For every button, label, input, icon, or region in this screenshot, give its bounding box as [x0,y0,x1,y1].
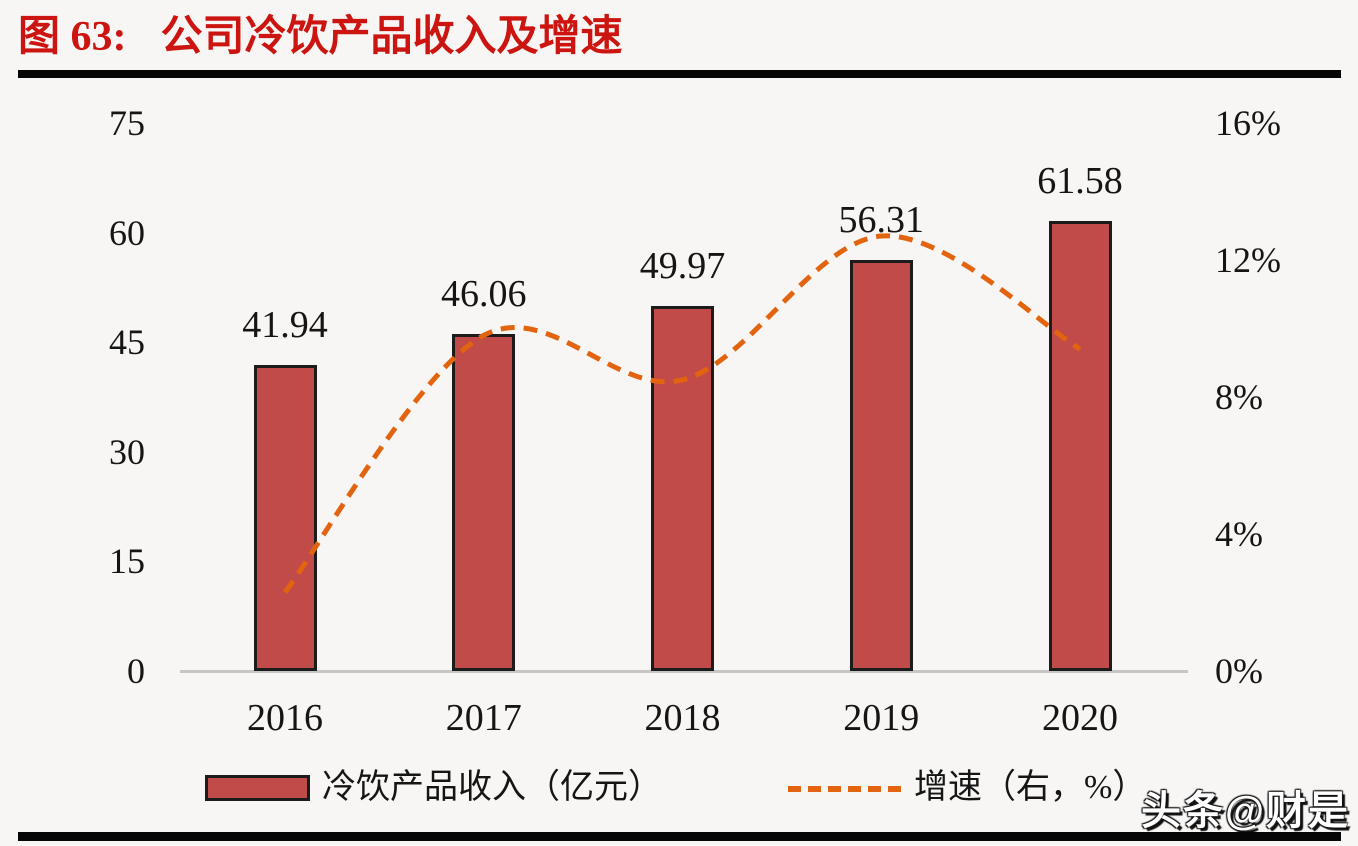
right-axis-tick: 0% [1215,651,1263,691]
x-axis-label-2016: 2016 [247,697,323,739]
x-axis-line [180,670,1188,673]
x-axis-label-2018: 2018 [644,697,721,739]
bar-value-label: 56.31 [838,198,925,241]
watermark: 头条@财是 [1140,789,1350,833]
top-divider [18,70,1341,78]
x-axis-label-2017: 2017 [445,697,522,739]
left-axis-tick: 60 [109,212,145,253]
bottom-divider [18,832,1341,841]
x-axis-label-2019: 2019 [843,697,920,739]
right-axis-tick: 4% [1215,514,1263,554]
bar-value-label: 61.58 [1037,160,1123,203]
right-axis-tick: 8% [1215,377,1263,417]
figure-number: 图 63: [18,14,127,60]
left-axis-tick: 15 [109,541,145,582]
legend-bar-swatch [205,775,310,801]
left-axis-tick: 0 [127,651,145,691]
x-axis-label-2020: 2020 [1042,697,1118,739]
left-axis-tick: 75 [109,103,145,143]
figure-title: 图 63: 公司冷饮产品收入及增速 [18,2,623,63]
left-axis-tick: 30 [109,431,145,472]
figure-title-text: 公司冷饮产品收入及增速 [160,14,623,60]
right-axis-tick: 12% [1215,240,1281,280]
legend-dashed-line-swatch [788,786,906,792]
left-axis-tick: 45 [109,322,145,363]
right-axis-tick: 16% [1215,103,1281,143]
legend-line-label: 增速（右，%） [914,769,1147,806]
legend-bar-label: 冷饮产品收入（亿元） [322,769,662,806]
